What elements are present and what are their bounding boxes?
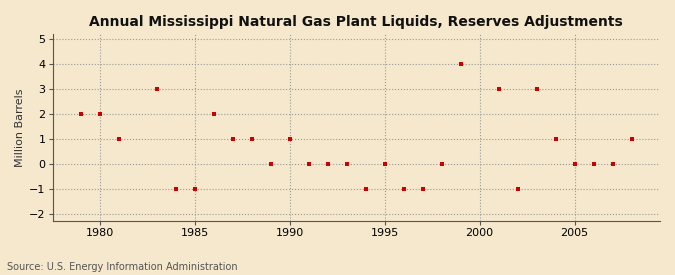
Point xyxy=(360,186,371,191)
Point xyxy=(76,112,86,116)
Point xyxy=(152,87,163,91)
Point xyxy=(113,137,124,141)
Point xyxy=(265,162,276,166)
Point xyxy=(398,186,409,191)
Point xyxy=(209,112,219,116)
Text: Source: U.S. Energy Information Administration: Source: U.S. Energy Information Administ… xyxy=(7,262,238,272)
Point xyxy=(456,62,466,66)
Point xyxy=(246,137,257,141)
Point xyxy=(626,137,637,141)
Point xyxy=(171,186,182,191)
Point xyxy=(417,186,428,191)
Point xyxy=(607,162,618,166)
Point xyxy=(284,137,295,141)
Point xyxy=(512,186,523,191)
Y-axis label: Million Barrels: Million Barrels xyxy=(15,89,25,167)
Point xyxy=(304,162,315,166)
Point xyxy=(493,87,504,91)
Point xyxy=(342,162,352,166)
Point xyxy=(588,162,599,166)
Point xyxy=(379,162,390,166)
Point xyxy=(323,162,333,166)
Point xyxy=(569,162,580,166)
Point xyxy=(531,87,542,91)
Point xyxy=(550,137,561,141)
Point xyxy=(190,186,200,191)
Point xyxy=(227,137,238,141)
Point xyxy=(436,162,447,166)
Title: Annual Mississippi Natural Gas Plant Liquids, Reserves Adjustments: Annual Mississippi Natural Gas Plant Liq… xyxy=(89,15,623,29)
Point xyxy=(95,112,105,116)
